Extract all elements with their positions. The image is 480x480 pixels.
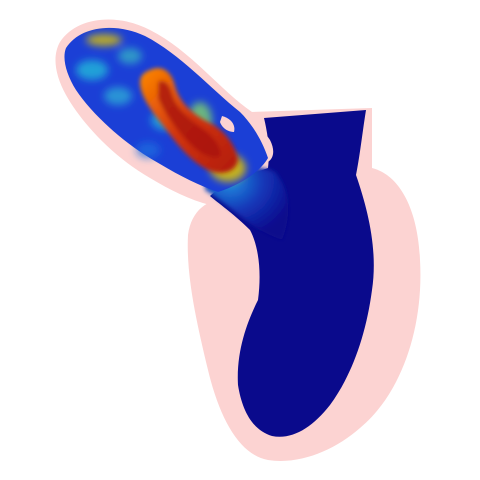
chordae-tip	[220, 116, 235, 132]
high-velocity-jet	[140, 67, 238, 173]
